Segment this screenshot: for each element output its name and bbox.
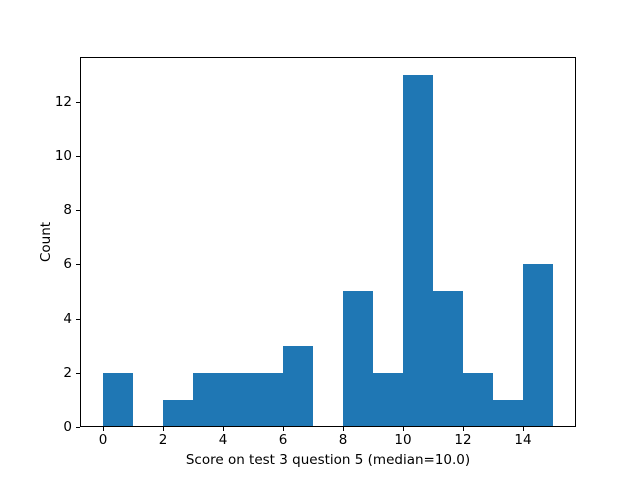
plot-area: [80, 57, 576, 427]
x-axis-label: Score on test 3 question 5 (median=10.0): [185, 452, 471, 468]
x-tick-mark: [403, 427, 404, 431]
histogram-bar: [463, 373, 493, 427]
x-tick-mark: [523, 427, 524, 431]
y-tick-label: 0: [63, 419, 72, 435]
x-tick-label: 8: [338, 432, 348, 448]
histogram-bar: [283, 346, 313, 427]
x-tick-label: 0: [98, 432, 108, 448]
histogram-bar: [343, 291, 373, 427]
y-tick-label: 2: [63, 365, 72, 381]
y-tick-mark: [76, 210, 80, 211]
x-tick-label: 6: [278, 432, 288, 448]
histogram-bar: [403, 75, 433, 427]
y-tick-mark: [76, 427, 80, 428]
y-tick-mark: [76, 373, 80, 374]
y-tick-mark: [76, 102, 80, 103]
y-tick-mark: [76, 156, 80, 157]
y-tick-label: 4: [63, 311, 72, 327]
histogram-bar: [373, 373, 403, 427]
x-tick-mark: [463, 427, 464, 431]
histogram-bar: [223, 373, 253, 427]
x-tick-label: 10: [394, 432, 412, 448]
histogram-bar: [523, 264, 553, 427]
histogram-bar: [493, 400, 523, 427]
x-tick-label: 14: [514, 432, 532, 448]
x-tick-mark: [283, 427, 284, 431]
x-tick-label: 2: [158, 432, 168, 448]
histogram-bar: [163, 400, 193, 427]
y-tick-label: 10: [54, 148, 72, 164]
histogram-bar: [103, 373, 133, 427]
histogram-bar: [433, 291, 463, 427]
x-tick-mark: [163, 427, 164, 431]
y-tick-label: 12: [54, 94, 72, 110]
x-tick-label: 4: [218, 432, 228, 448]
y-tick-mark: [76, 264, 80, 265]
y-tick-label: 6: [63, 256, 72, 272]
x-tick-mark: [343, 427, 344, 431]
y-tick-label: 8: [63, 202, 72, 218]
histogram-bar: [253, 373, 283, 427]
y-tick-mark: [76, 319, 80, 320]
x-tick-mark: [103, 427, 104, 431]
x-tick-label: 12: [454, 432, 472, 448]
x-tick-mark: [223, 427, 224, 431]
histogram-bar: [193, 373, 223, 427]
